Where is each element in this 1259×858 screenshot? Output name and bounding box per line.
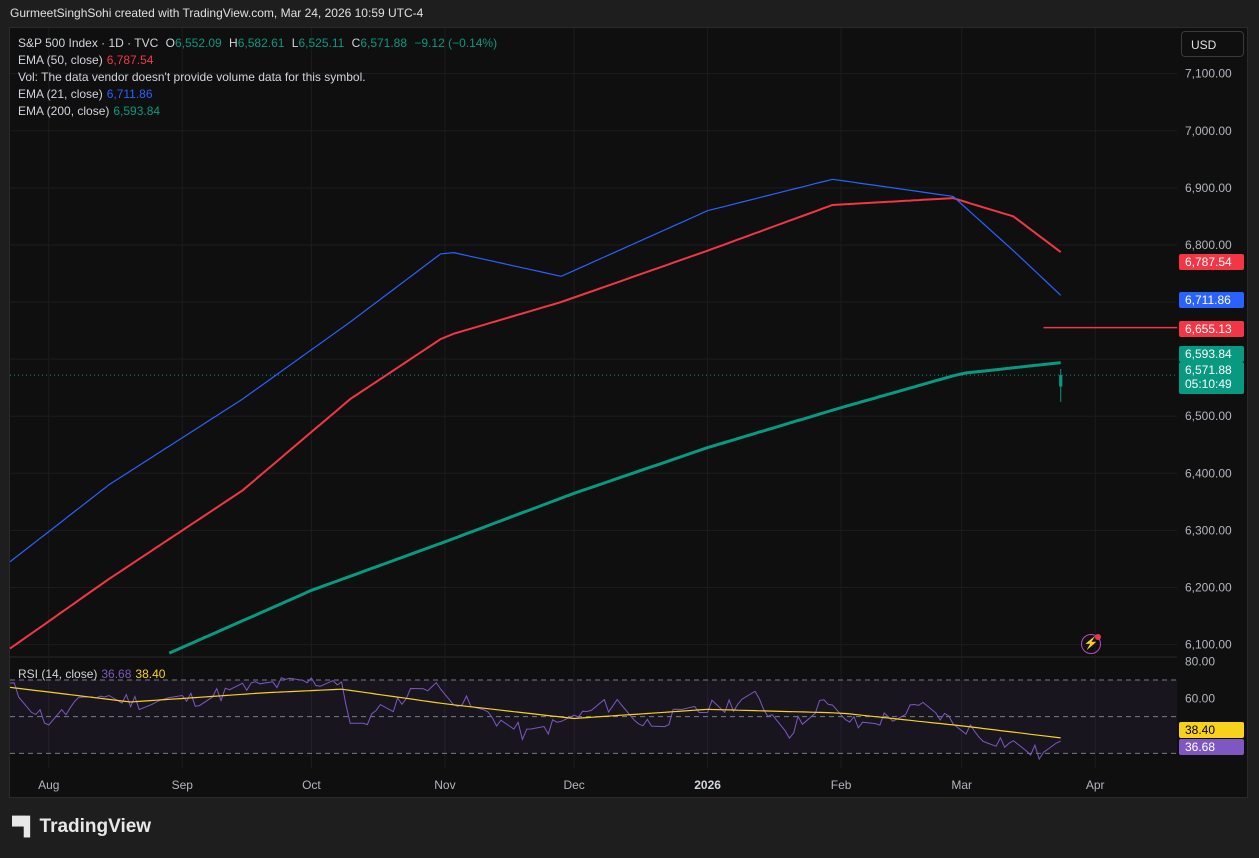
tradingview-logo: ▀▌ TradingView — [12, 816, 151, 838]
change-value: −9.12 (−0.14%) — [414, 36, 498, 50]
ema50-label: EMA (50, close) — [18, 53, 103, 67]
price-axis-tick-label: 7,100.00 — [1185, 67, 1232, 81]
ema200-label: EMA (200, close) — [18, 104, 110, 118]
symbol-title[interactable]: S&P 500 Index · 1D · TVC — [18, 36, 159, 50]
currency-button[interactable]: USD — [1181, 31, 1244, 57]
ema21-label: EMA (21, close) — [18, 87, 103, 101]
ema200-legend[interactable]: EMA (200, close) 6,593.84 — [18, 104, 164, 118]
price-axis-tick-label: 6,300.00 — [1185, 523, 1232, 537]
rsi-tag: 36.68 — [1179, 739, 1244, 755]
ema21-legend[interactable]: EMA (21, close) 6,711.86 — [18, 87, 157, 101]
low-label: L — [291, 36, 299, 50]
time-axis-tick-label: 2026 — [694, 778, 721, 792]
time-axis-tick-label: Mar — [951, 778, 972, 792]
price-axis-tick-label: 6,400.00 — [1185, 466, 1232, 480]
close-label: C — [351, 36, 361, 50]
price-axis-tick-label: 6,500.00 — [1185, 409, 1232, 423]
price-axis-tick-label: 6,900.00 — [1185, 181, 1232, 195]
hline-price-tag: 6,655.13 — [1179, 321, 1244, 337]
close-value: 6,571.88 — [360, 36, 408, 50]
open-label: O — [165, 36, 175, 50]
price-axis-tick-label: 7,000.00 — [1185, 124, 1232, 138]
brand-name: TradingView — [39, 816, 152, 837]
chart-attribution: GurmeetSinghSohi created with TradingVie… — [10, 6, 424, 20]
rsi-ma-line — [9, 686, 1061, 739]
volume-note: Vol: The data vendor doesn't provide vol… — [18, 70, 366, 84]
ema200-value: 6,593.84 — [113, 104, 161, 118]
lightning-icon[interactable]: ⚡ — [1081, 634, 1101, 654]
time-axis-tick-label: Dec — [563, 778, 584, 792]
ema21-line — [9, 178, 1062, 563]
rsi-ma-tag: 38.40 — [1179, 722, 1244, 738]
open-value: 6,552.09 — [174, 36, 222, 50]
rsi-ma-value: 38.40 — [135, 667, 166, 681]
chart-frame — [9, 27, 1248, 798]
bar-countdown: 05:10:49 — [1185, 377, 1232, 391]
time-axis-tick-label: Feb — [831, 778, 852, 792]
low-value: 6,525.11 — [298, 36, 345, 50]
ema50-line — [9, 197, 1062, 650]
rsi-axis-tick-label: 80.00 — [1185, 655, 1215, 669]
high-label: H — [229, 36, 238, 50]
rsi-label: RSI (14, close) — [18, 667, 98, 681]
ema21-price-tag: 6,711.86 — [1179, 292, 1244, 308]
ema50-value: 6,787.54 — [106, 53, 154, 67]
price-axis-tick-label: 6,800.00 — [1185, 238, 1232, 252]
candle-body — [1059, 375, 1063, 387]
rsi-legend[interactable]: RSI (14, close) 36.68 38.40 — [18, 667, 169, 681]
symbol-legend: S&P 500 Index · 1D · TVC O6,552.09 H6,58… — [18, 36, 501, 50]
time-axis-tick-label: Apr — [1086, 778, 1105, 792]
time-axis-tick-label: Sep — [172, 778, 194, 792]
rsi-value: 36.68 — [101, 667, 132, 681]
notification-dot-icon — [1095, 634, 1101, 640]
ema50-legend[interactable]: EMA (50, close) 6,787.54 — [18, 53, 157, 67]
volume-legend[interactable]: Vol: The data vendor doesn't provide vol… — [18, 70, 370, 84]
last-price-tag: 6,571.88 05:10:49 — [1179, 362, 1244, 394]
time-axis-tick-label: Nov — [434, 778, 455, 792]
time-axis-tick-label: Aug — [38, 778, 59, 792]
last-price: 6,571.88 — [1185, 363, 1232, 377]
high-value: 6,582.61 — [237, 36, 285, 50]
ema50-price-tag: 6,787.54 — [1179, 254, 1244, 270]
ema200-price-tag: 6,593.84 — [1179, 346, 1244, 362]
tradingview-logo-icon: ▀▌ — [12, 816, 36, 836]
rsi-axis-tick-label: 60.00 — [1185, 691, 1215, 705]
price-axis-tick-label: 6,100.00 — [1185, 638, 1232, 652]
price-axis-tick-label: 6,200.00 — [1185, 580, 1232, 594]
time-axis-tick-label: Oct — [302, 778, 321, 792]
ema21-value: 6,711.86 — [106, 87, 153, 101]
rsi-line — [9, 677, 1061, 761]
ema200-line — [168, 361, 1061, 655]
